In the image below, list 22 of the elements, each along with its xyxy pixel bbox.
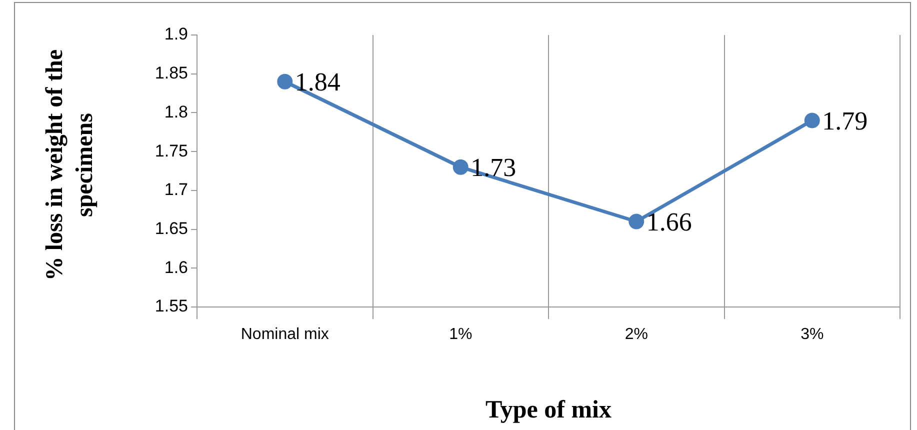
y-tick-label: 1.65 bbox=[154, 218, 188, 238]
point bbox=[804, 112, 820, 128]
data-label: 1.73 bbox=[470, 152, 516, 182]
y-tick-label: 1.85 bbox=[154, 64, 188, 83]
data-label: 1.84 bbox=[294, 67, 340, 96]
y-tick-label: 1.7 bbox=[164, 180, 188, 200]
y-tick-label: 1.55 bbox=[154, 296, 188, 316]
point bbox=[452, 159, 468, 175]
y-tick-label: 1.9 bbox=[164, 24, 188, 44]
y-tick-label: 1.6 bbox=[164, 258, 188, 277]
x-tick-label: 3% bbox=[800, 326, 824, 344]
x-tick-label: Nominal mix bbox=[240, 326, 329, 344]
x-tick-label: 2% bbox=[624, 326, 648, 344]
data-label: 1.79 bbox=[822, 106, 868, 136]
data-label: 1.66 bbox=[646, 207, 692, 236]
x-axis-title: Type of mix bbox=[486, 396, 612, 424]
y-axis-title: % loss in weight of the specimens bbox=[41, 48, 99, 283]
point bbox=[628, 214, 644, 230]
y-tick-label: 1.8 bbox=[164, 102, 188, 122]
x-tick-label: 1% bbox=[449, 326, 472, 344]
point bbox=[277, 74, 293, 90]
y-tick-label: 1.75 bbox=[154, 141, 188, 160]
